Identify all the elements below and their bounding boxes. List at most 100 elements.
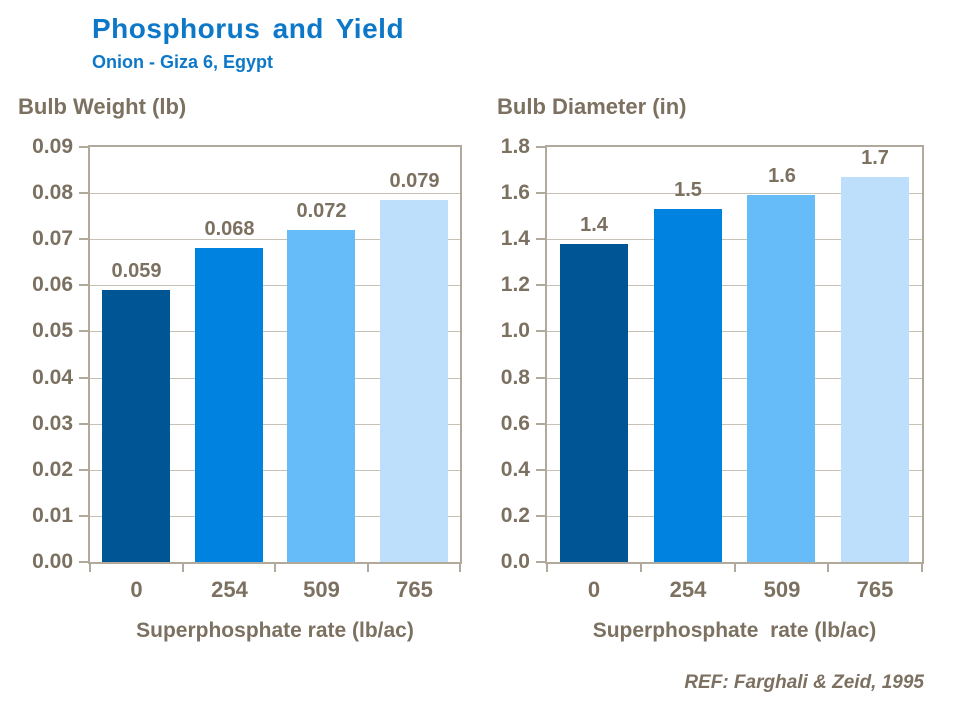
y-tick-label: 0.00 xyxy=(32,550,73,573)
y-tick-label: 1.0 xyxy=(500,319,530,342)
y-tick-mark xyxy=(536,192,545,194)
bar-509 xyxy=(287,230,355,562)
bar-value-label: 0.079 xyxy=(389,170,440,192)
bar-254 xyxy=(195,248,263,562)
x-tick-mark xyxy=(459,564,461,572)
gridline xyxy=(547,378,922,379)
bar-value-label: 0.072 xyxy=(296,200,347,222)
y-tick-label: 0.0 xyxy=(500,550,530,573)
y-tick-mark xyxy=(79,146,88,148)
x-category-label: 254 xyxy=(669,577,707,602)
gridline xyxy=(90,331,460,332)
bar-509 xyxy=(747,195,815,562)
bar-254 xyxy=(654,209,722,562)
x-tick-mark xyxy=(734,564,736,572)
gridline xyxy=(547,424,922,425)
x-axis-title: Superphosphate rate (lb/ac) xyxy=(136,619,414,642)
plot-area: 0.059 0.068 0.072 0.079 xyxy=(88,145,462,564)
x-tick-mark xyxy=(89,564,91,572)
gridline xyxy=(547,193,922,194)
y-tick-mark xyxy=(536,515,545,517)
y-tick-mark xyxy=(536,561,545,563)
x-tick-mark xyxy=(827,564,829,572)
bar-value-label: 0.068 xyxy=(204,218,255,240)
bar-value-label: 0.059 xyxy=(111,260,162,282)
y-tick-mark xyxy=(79,423,88,425)
y-tick-label: 0.4 xyxy=(500,458,530,481)
plot-area: 1.4 1.5 1.6 1.7 xyxy=(545,145,924,564)
gridline xyxy=(547,470,922,471)
gridline xyxy=(90,378,460,379)
y-tick-label: 0.07 xyxy=(32,227,73,250)
x-category-label: 765 xyxy=(856,577,894,602)
gridline xyxy=(90,193,460,194)
bar-value-label: 1.6 xyxy=(768,165,796,187)
y-tick-label: 1.6 xyxy=(500,181,530,204)
y-tick-label: 0.04 xyxy=(32,366,73,389)
y-tick-mark xyxy=(79,330,88,332)
gridline xyxy=(547,239,922,240)
x-category-label: 509 xyxy=(303,577,340,602)
y-tick-mark xyxy=(536,423,545,425)
y-tick-mark xyxy=(79,284,88,286)
gridline xyxy=(90,285,460,286)
gridline xyxy=(90,424,460,425)
gridline xyxy=(547,331,922,332)
y-tick-label: 0.08 xyxy=(32,181,73,204)
bar-765 xyxy=(841,177,909,562)
y-tick-label: 0.09 xyxy=(32,135,73,158)
y-tick-mark xyxy=(536,284,545,286)
chart-title: Bulb Weight (lb) xyxy=(18,94,187,119)
y-tick-mark xyxy=(79,515,88,517)
bar-765 xyxy=(380,200,448,562)
x-tick-mark xyxy=(921,564,923,572)
y-tick-label: 0.02 xyxy=(32,458,73,481)
gridline xyxy=(90,516,460,517)
y-tick-mark xyxy=(79,561,88,563)
y-tick-mark xyxy=(79,377,88,379)
y-tick-label: 1.4 xyxy=(500,227,530,250)
bar-value-label: 1.4 xyxy=(580,214,608,236)
x-tick-mark xyxy=(367,564,369,572)
y-tick-label: 0.8 xyxy=(500,366,530,389)
gridline xyxy=(547,285,922,286)
y-tick-mark xyxy=(536,146,545,148)
gridline xyxy=(547,516,922,517)
x-category-label: 0 xyxy=(587,577,601,602)
gridline xyxy=(90,239,460,240)
page-title: Phosphorus and Yield xyxy=(92,13,405,44)
y-tick-mark xyxy=(79,192,88,194)
y-tick-label: 0.2 xyxy=(500,504,530,527)
bar-value-label: 1.7 xyxy=(861,147,889,169)
gridline xyxy=(90,470,460,471)
y-tick-label: 1.2 xyxy=(500,273,530,296)
y-tick-label: 0.03 xyxy=(32,412,73,435)
x-category-label: 254 xyxy=(211,577,248,602)
y-tick-mark xyxy=(536,238,545,240)
y-tick-label: 1.8 xyxy=(500,135,530,158)
y-tick-label: 0.05 xyxy=(32,319,73,342)
bar-0 xyxy=(560,244,628,562)
x-axis-title: Superphosphate rate (lb/ac) xyxy=(592,619,877,642)
y-tick-label: 0.6 xyxy=(500,412,530,435)
y-tick-mark xyxy=(536,330,545,332)
y-tick-label: 0.01 xyxy=(32,504,73,527)
y-tick-mark xyxy=(536,377,545,379)
y-tick-mark xyxy=(536,469,545,471)
y-tick-label: 0.06 xyxy=(32,273,73,296)
x-tick-mark xyxy=(182,564,184,572)
bar-0 xyxy=(102,290,170,562)
page-subtitle: Onion - Giza 6, Egypt xyxy=(92,52,274,72)
y-tick-mark xyxy=(79,469,88,471)
x-category-label: 0 xyxy=(130,577,143,602)
x-category-label: 509 xyxy=(763,577,801,602)
x-tick-mark xyxy=(640,564,642,572)
x-tick-mark xyxy=(274,564,276,572)
x-tick-mark xyxy=(546,564,548,572)
x-category-label: 765 xyxy=(396,577,433,602)
y-tick-mark xyxy=(79,238,88,240)
reference-text: REF: Farghali & Zeid, 1995 xyxy=(684,672,924,693)
bar-value-label: 1.5 xyxy=(674,179,702,201)
chart-title: Bulb Diameter (in) xyxy=(497,94,687,119)
